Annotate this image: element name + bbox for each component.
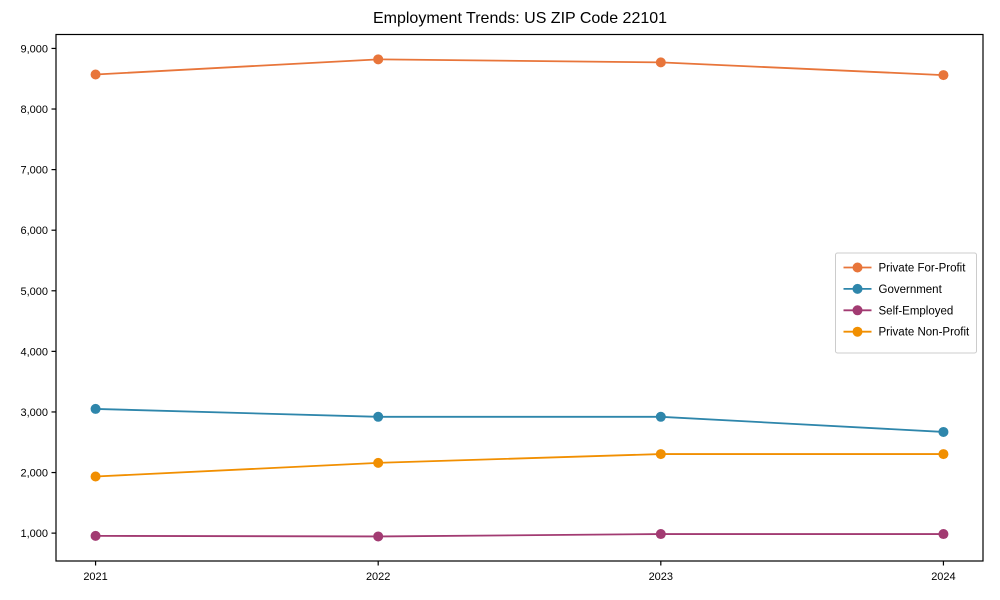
series-marker (90, 530, 101, 541)
y-tick-label: 9,000 (20, 43, 48, 55)
y-tick-label: 7,000 (20, 165, 48, 177)
x-tick-label: 2023 (649, 571, 673, 583)
series-marker (938, 529, 949, 540)
series-marker (90, 69, 101, 80)
y-tick-label: 8,000 (20, 104, 48, 116)
series-marker (373, 411, 384, 422)
legend-label: Government (879, 284, 943, 296)
y-tick-label: 2,000 (20, 468, 48, 480)
legend-swatch-marker (852, 305, 863, 316)
y-tick-label: 5,000 (20, 286, 48, 298)
series-marker (655, 57, 666, 68)
plot-frame (55, 33, 984, 562)
legend-label: Self-Employed (879, 305, 954, 317)
series-marker (655, 411, 666, 422)
series-line (95, 408, 944, 433)
legend-box (835, 252, 977, 354)
y-tick-label: 6,000 (20, 225, 48, 237)
series-line (95, 533, 944, 538)
legend-label: Private Non-Profit (879, 327, 971, 339)
x-tick-label: 2024 (931, 571, 955, 583)
y-tick-label: 3,000 (20, 407, 48, 419)
legend-swatch-marker (852, 326, 863, 337)
series-marker (655, 449, 666, 460)
y-tick-label: 1,000 (20, 528, 48, 540)
series-marker (938, 449, 949, 460)
series-marker (90, 403, 101, 414)
legend-swatch-marker (852, 262, 863, 273)
series-marker (938, 426, 949, 437)
series-line (95, 58, 944, 76)
chart-title: Employment Trends: US ZIP Code 22101 (372, 10, 668, 27)
series-marker (655, 529, 666, 540)
legend-label: Private For-Profit (879, 263, 967, 275)
y-tick-label: 4,000 (20, 346, 48, 358)
series-marker (373, 54, 384, 65)
series-marker (373, 457, 384, 468)
x-tick-label: 2021 (83, 571, 107, 583)
series-marker (938, 70, 949, 81)
series-line (95, 453, 944, 478)
series-marker (373, 531, 384, 542)
legend-swatch-marker (852, 283, 863, 294)
series-marker (90, 471, 101, 482)
x-tick-label: 2022 (366, 571, 390, 583)
